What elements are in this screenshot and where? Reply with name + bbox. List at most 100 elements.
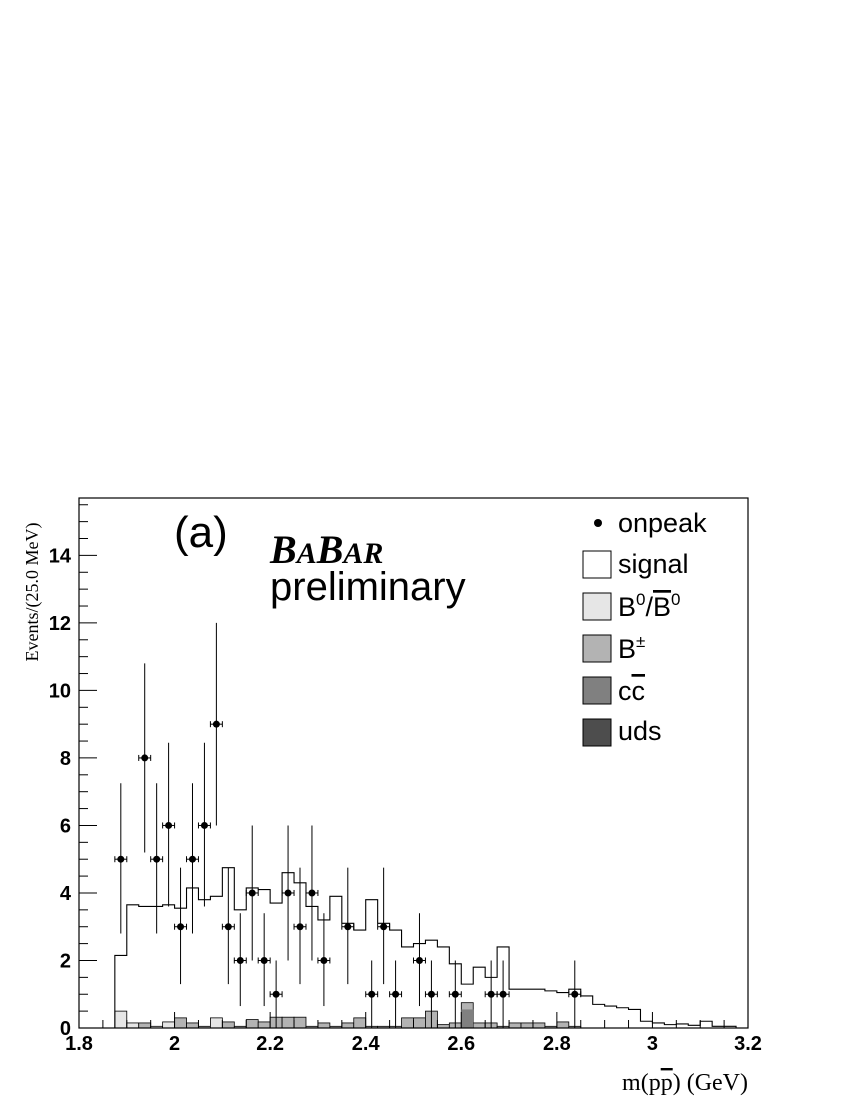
babar-logo: BABAR [269,527,383,572]
data-point [317,913,331,1007]
data-point [138,663,152,853]
data-marker [117,855,125,863]
data-point [233,913,247,1007]
data-point [424,960,438,1028]
data-point [448,960,462,1028]
data-point [221,867,235,985]
legend-label-b0: B0/B0 [618,590,680,622]
data-marker [200,821,208,829]
y-tick-label: 2 [60,950,71,972]
data-marker [308,889,316,897]
data-marker [296,923,304,931]
legend-marker-onpeak [594,519,602,527]
data-point [293,867,307,985]
data-marker [368,990,376,998]
background-bar [114,1010,128,1029]
background-bar [353,1017,367,1029]
x-tick-label: 1.8 [65,1033,93,1055]
data-marker [153,855,161,863]
background-bar [210,1017,223,1029]
y-tick-label: 14 [49,545,72,567]
x-tick-label: 2.4 [352,1033,381,1055]
legend-label-ccbar: cc [618,676,645,706]
data-point [245,825,259,961]
preliminary-label: preliminary [270,565,466,609]
y-tick-label: 10 [49,680,71,702]
x-tick-label: 3 [647,1033,658,1055]
data-marker [212,720,220,728]
x-tick-label: 3.2 [734,1033,762,1055]
data-marker [248,889,256,897]
data-point [197,742,211,907]
panel-label: (a) [174,508,228,557]
legend-swatch-b0 [582,592,612,621]
y-tick-label: 8 [60,748,71,770]
pbar-overline: p [661,1070,673,1096]
legend-swatch-uds [582,718,612,747]
data-point [413,913,426,1007]
data-point [496,960,510,1028]
ccbar-bar [461,1009,474,1028]
plot-layer [114,622,737,1029]
data-marker [499,990,507,998]
legend-swatch-signal [582,550,612,579]
legend-label-signal: signal [618,549,689,579]
y-tick-label: 6 [60,815,71,837]
background-bar [186,1022,199,1029]
data-marker [415,956,423,964]
data-point [162,742,176,907]
data-marker [141,754,149,762]
background-bar [174,1017,187,1029]
legend-label-uds: uds [618,716,662,746]
data-point [269,960,283,1028]
data-marker [571,990,579,998]
x-tick-label: 2.6 [447,1033,475,1055]
signal-histogram [114,867,737,1028]
data-marker [236,956,244,964]
data-point [305,825,319,961]
data-marker [188,855,196,863]
data-marker [272,990,280,998]
background-bar [257,1021,271,1029]
background-bar [138,1022,152,1029]
data-marker [380,923,388,931]
background-bar [245,1019,259,1029]
data-point [257,913,271,1007]
data-point [186,783,199,934]
data-point [209,622,223,826]
data-point [114,783,128,934]
background-bar [281,1016,295,1029]
background-bar [556,1021,570,1029]
background-bar [221,1021,235,1029]
data-marker [177,923,185,931]
data-marker [427,990,435,998]
data-point [389,960,403,1028]
legend-swatch-ccbar [582,676,612,705]
data-marker [224,923,232,931]
legend-swatch-bpm [582,634,612,663]
data-marker [451,990,459,998]
data-point [150,783,164,934]
y-tick-label: 4 [60,883,72,905]
background-bar [317,1022,331,1029]
data-marker [344,923,352,931]
background-bar [401,1017,414,1029]
data-marker [284,889,292,897]
data-point [281,825,295,961]
data-point [377,867,391,985]
data-marker [165,821,173,829]
legend-label-onpeak: onpeak [618,508,707,538]
background-bar [520,1022,534,1029]
y-tick-label: 12 [49,613,71,635]
y-axis-title: Events/(25.0 MeV) [22,523,43,662]
background-bar [413,1017,426,1029]
y-tick-label: 0 [60,1018,71,1040]
axis-layer: 1.8 2 2.2 2.4 2.6 2.8 3 3.2 0 2 4 6 8 10 12 14 [49,497,762,1055]
background-bar [126,1022,140,1029]
data-point [341,867,355,985]
data-point [484,960,498,1028]
x-tick-label: 2.8 [543,1033,571,1055]
background-bar [472,1022,486,1029]
data-point [174,867,188,985]
